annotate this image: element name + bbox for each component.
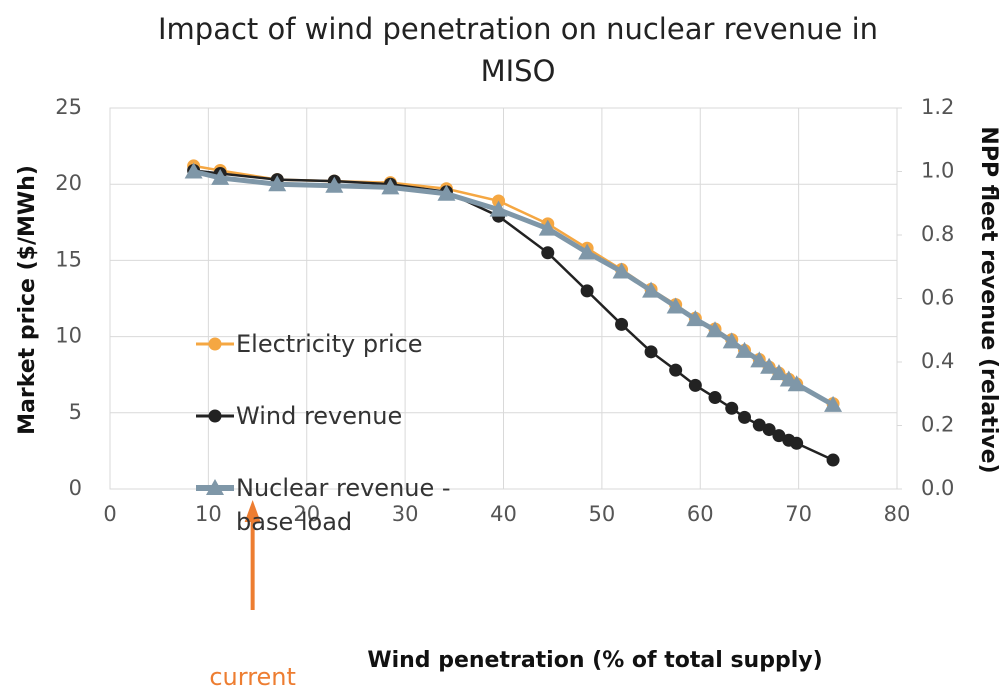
x-tick-label: 40 (490, 502, 517, 526)
x-tick-label: 50 (589, 502, 616, 526)
y2-tick-label: 1.0 (921, 159, 954, 183)
annotation-arrowhead (244, 500, 261, 522)
data-point (735, 341, 754, 358)
data-point (826, 453, 840, 467)
data-point (752, 418, 766, 432)
legend-marker (208, 337, 222, 351)
data-point (578, 243, 597, 260)
y2-tick-label: 0.4 (921, 349, 954, 373)
data-point (688, 378, 702, 392)
data-point (772, 429, 786, 443)
data-point (580, 284, 594, 298)
data-point (612, 262, 631, 279)
legend-marker (206, 479, 224, 495)
data-point (790, 436, 804, 450)
data-point (538, 219, 557, 236)
data-point (706, 321, 725, 338)
data-point (184, 162, 203, 179)
legend-marker (208, 409, 222, 423)
data-point (325, 176, 344, 193)
y-tick-label: 15 (55, 247, 82, 271)
data-point (760, 357, 779, 374)
y-tick-label: 10 (55, 324, 82, 348)
data-point (787, 375, 806, 392)
x-tick-label: 70 (785, 502, 812, 526)
x-tick-label: 10 (195, 502, 222, 526)
data-point (644, 345, 658, 359)
data-point (381, 178, 400, 195)
data-point (738, 410, 752, 424)
y2-axis-label: NPP fleet revenue (relative) (976, 126, 1001, 473)
data-point (722, 332, 741, 349)
y2-tick-label: 0.6 (921, 286, 954, 310)
y2-tick-label: 0.2 (921, 413, 954, 437)
data-point (725, 401, 739, 415)
x-tick-label: 0 (103, 502, 116, 526)
x-tick-label: 60 (687, 502, 714, 526)
y-tick-label: 25 (55, 95, 82, 119)
y2-tick-label: 0.8 (921, 222, 954, 246)
legend-label: Electricity price (236, 330, 423, 358)
y-tick-label: 5 (69, 400, 82, 424)
data-point (666, 297, 685, 314)
data-point (762, 423, 776, 437)
data-point (686, 310, 705, 327)
data-point (268, 175, 287, 192)
data-point (615, 317, 629, 331)
data-point (750, 351, 769, 368)
y-tick-label: 0 (69, 476, 82, 500)
data-point (211, 168, 230, 185)
chart-title: Impact of wind penetration on nuclear re… (157, 12, 878, 88)
y-axis-label: Market price ($/MWh) (15, 165, 40, 435)
data-point (669, 363, 683, 377)
y2-tick-label: 1.2 (921, 95, 954, 119)
x-tick-label: 20 (293, 502, 320, 526)
data-point (489, 200, 508, 217)
data-point (708, 391, 722, 405)
x-axis-label: Wind penetration (% of total supply) (367, 648, 822, 673)
y2-tick-label: 0.0 (921, 476, 954, 500)
data-point (824, 395, 843, 412)
annotation-text: current (209, 663, 296, 691)
x-tick-label: 80 (884, 502, 911, 526)
data-point (437, 184, 456, 201)
y-tick-label: 20 (55, 171, 82, 195)
data-point (541, 246, 555, 260)
data-point (642, 281, 661, 298)
legend-label: Nuclear revenue - base load (236, 474, 451, 536)
legend-label: Wind revenue (236, 402, 403, 430)
data-point (769, 364, 788, 381)
x-tick-label: 30 (392, 502, 419, 526)
